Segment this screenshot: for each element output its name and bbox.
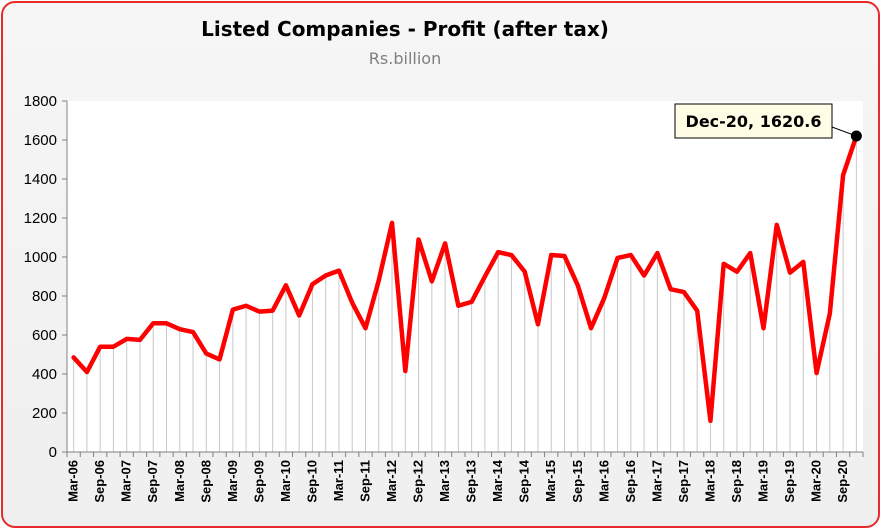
x-tick-label-Sep-11: Sep-11 [358,460,373,502]
y-tick-label-1600: 1600 [24,132,57,149]
x-tick-label-Mar-10: Mar-10 [278,460,293,502]
x-tick-label-Sep-19: Sep-19 [782,460,797,503]
x-tick-label-Mar-14: Mar-14 [490,459,505,502]
x-tick-label-Mar-13: Mar-13 [437,460,452,502]
x-tick-label-Mar-12: Mar-12 [384,460,399,502]
y-tick-label-0: 0 [49,444,57,461]
x-tick-label-Sep-18: Sep-18 [729,460,744,503]
y-tick-label-1400: 1400 [24,171,57,188]
plot-area [67,101,863,452]
x-tick-label-Sep-15: Sep-15 [570,460,585,503]
x-tick-label-Sep-13: Sep-13 [464,460,479,503]
x-tick-label-Sep-17: Sep-17 [676,460,691,503]
y-tick-label-600: 600 [32,327,57,344]
callout: Dec-20, 1620.6 [674,103,862,142]
chart-title: Listed Companies - Profit (after tax) [201,17,609,41]
x-tick-label-Mar-15: Mar-15 [543,460,558,502]
x-tick-label-Sep-09: Sep-09 [251,460,266,503]
x-tick-label-Mar-09: Mar-09 [225,460,240,502]
y-tick-label-200: 200 [32,405,57,422]
callout-box [674,103,833,139]
series-line-profit [71,133,859,424]
x-tick-label-Mar-07: Mar-07 [119,460,134,502]
x-tick-label-Mar-11: Mar-11 [331,460,346,501]
chart-subtitle: Rs.billion [369,49,441,68]
x-tick-label-Sep-08: Sep-08 [198,460,213,503]
y-tick-label-400: 400 [32,366,57,383]
y-tick-label-1800: 1800 [24,93,57,110]
x-tick-label-Mar-18: Mar-18 [702,460,717,502]
x-tick-label-Sep-07: Sep-07 [145,460,160,503]
x-tick-label-Mar-20: Mar-20 [809,460,824,502]
x-tick-label-Mar-19: Mar-19 [756,460,771,502]
x-axis: Mar-06 Sep-06 Mar-07 Sep-07 Mar-08 Sep-08 Mar-… [66,452,864,503]
x-tick-label-Mar-08: Mar-08 [172,460,187,502]
y-axis: 0 200 400 600 800 1000 1200 1400 1600 1800 [24,93,67,461]
x-tick-label-Mar-16: Mar-16 [596,460,611,502]
x-tick-label-Sep-10: Sep-10 [304,460,319,503]
callout-label: Dec-20, 1620.6 [686,112,822,131]
y-tick-label-1200: 1200 [24,210,57,227]
y-tick-label-1000: 1000 [24,249,57,266]
x-tick-label-Sep-20: Sep-20 [835,460,850,503]
x-tick-label-Sep-14: Sep-14 [517,459,532,502]
y-tick-label-800: 800 [32,288,57,305]
x-tick-label-Sep-06: Sep-06 [92,460,107,503]
drop-lines [73,135,857,452]
x-tick-label-Mar-06: Mar-06 [66,460,81,502]
x-tick-label-Sep-12: Sep-12 [411,460,426,503]
x-tick-label-Sep-16: Sep-16 [623,460,638,503]
last-point-marker [850,130,862,142]
x-tick-label-Mar-17: Mar-17 [649,460,664,502]
